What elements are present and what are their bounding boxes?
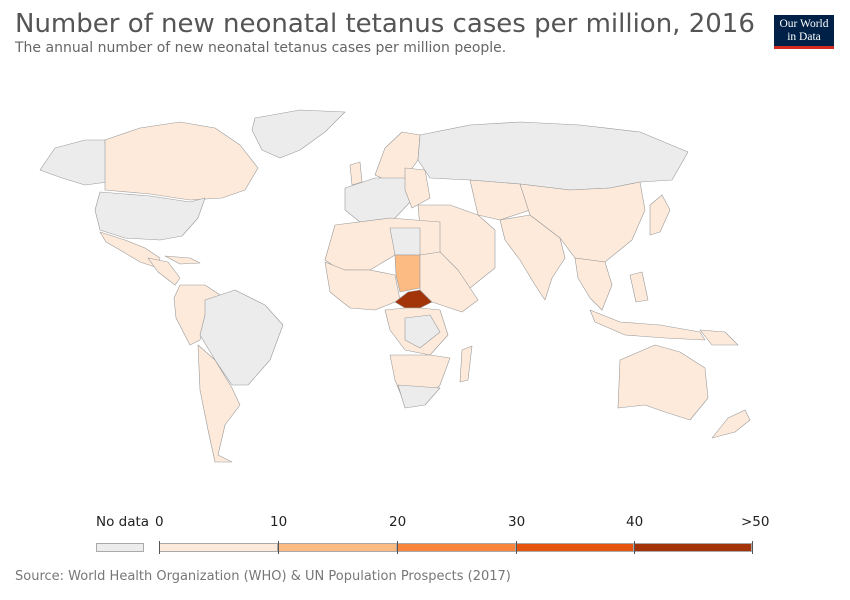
legend-tick-label-30: 30 bbox=[508, 514, 526, 530]
map-region-canada[interactable] bbox=[104, 121, 259, 201]
legend-tick-20 bbox=[397, 541, 398, 554]
map-region-papua-new-guinea[interactable] bbox=[699, 329, 739, 346]
map-region-uk[interactable] bbox=[349, 161, 363, 186]
legend-bin-40-50[interactable] bbox=[634, 543, 752, 552]
map-region-southern-cone[interactable] bbox=[197, 344, 241, 463]
map-region-usa[interactable] bbox=[94, 191, 206, 241]
map-region-brazil[interactable] bbox=[199, 289, 284, 386]
map-region-australia[interactable] bbox=[617, 344, 709, 421]
legend-bin-20-30[interactable] bbox=[397, 543, 516, 552]
map-region-western-europe[interactable] bbox=[344, 177, 413, 223]
map-region-chad[interactable] bbox=[394, 254, 421, 293]
map-region-russia[interactable] bbox=[417, 121, 689, 191]
map-region-central-asia[interactable] bbox=[469, 179, 531, 221]
legend-tick-label-40: 40 bbox=[626, 514, 644, 530]
map-region-south-africa-no-data[interactable] bbox=[397, 384, 441, 409]
chart-subtitle: The annual number of new neonatal tetanu… bbox=[15, 40, 507, 56]
legend-tick-10 bbox=[278, 541, 279, 554]
map-region-southeast-asia[interactable] bbox=[574, 257, 613, 311]
map-region-libya-no-data[interactable] bbox=[389, 227, 421, 256]
legend-tick-0 bbox=[159, 541, 160, 554]
legend-tick-50 bbox=[752, 541, 753, 554]
map-region-madagascar[interactable] bbox=[459, 345, 473, 383]
logo-line-1: Our World bbox=[779, 18, 829, 30]
legend-tick-40 bbox=[634, 541, 635, 554]
map-region-central-america[interactable] bbox=[147, 257, 181, 286]
map-region-greenland[interactable] bbox=[251, 109, 346, 159]
legend-tick-label-50: >50 bbox=[741, 514, 770, 530]
chart-title: Number of new neonatal tetanus cases per… bbox=[15, 9, 755, 39]
map-region-sudan-horn[interactable] bbox=[419, 251, 479, 313]
map-region-china[interactable] bbox=[519, 181, 646, 263]
map-region-drc-no-data[interactable] bbox=[404, 314, 441, 349]
legend-bin-10-20[interactable] bbox=[278, 543, 397, 552]
map-region-indonesia[interactable] bbox=[589, 309, 706, 341]
legend-bin-30-40[interactable] bbox=[516, 543, 634, 552]
world-map bbox=[39, 109, 751, 463]
map-region-philippines[interactable] bbox=[629, 271, 649, 303]
map-region-new-zealand[interactable] bbox=[711, 409, 751, 439]
map-region-cuba[interactable] bbox=[164, 255, 201, 265]
legend-no-data-label: No data bbox=[96, 514, 150, 530]
map-region-japan[interactable] bbox=[649, 194, 671, 236]
legend-tick-30 bbox=[516, 541, 517, 554]
owid-logo[interactable]: Our World in Data bbox=[774, 15, 834, 49]
map-region-alaska[interactable] bbox=[39, 139, 109, 186]
legend-tick-label-10: 10 bbox=[270, 514, 288, 530]
logo-line-2: in Data bbox=[787, 30, 821, 43]
legend-bin-0-10[interactable] bbox=[159, 543, 278, 552]
legend-tick-label-20: 20 bbox=[389, 514, 407, 530]
legend-tick-label-0: 0 bbox=[155, 514, 164, 530]
legend-no-data-swatch bbox=[96, 543, 144, 552]
map-region-eastern-europe[interactable] bbox=[404, 167, 431, 209]
source-note: Source: World Health Organization (WHO) … bbox=[15, 569, 511, 584]
